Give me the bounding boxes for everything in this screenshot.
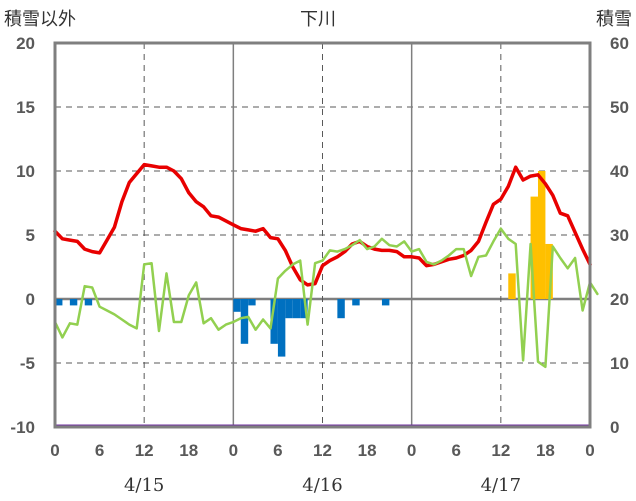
right-axis-title: 積雪 — [596, 9, 632, 30]
x-axis-ticks: 0 6 12 18 0 6 12 18 0 6 12 18 0 — [50, 441, 594, 460]
snow-decrease-bar — [277, 299, 286, 357]
x-tick-label: 6 — [452, 441, 461, 460]
left-tick-label: 0 — [26, 290, 35, 309]
x-tick-label: 18 — [179, 441, 198, 460]
x-tick-label: 0 — [50, 441, 59, 460]
plot-border — [53, 41, 592, 429]
snow-decrease-bar — [352, 299, 360, 306]
x-tick-label: 0 — [229, 441, 238, 460]
snow-decrease-bar — [337, 299, 345, 319]
chart-title: 下川 — [300, 9, 336, 30]
right-tick-label: 20 — [610, 290, 629, 309]
date-labels: 4/15 4/16 4/17 — [124, 475, 521, 496]
left-tick-label: 5 — [26, 226, 35, 245]
x-tick-label: 0 — [585, 441, 594, 460]
left-tick-label: 10 — [16, 162, 35, 181]
series-lines — [53, 162, 599, 428]
right-axis-ticks: 60 50 40 30 20 10 0 — [610, 34, 629, 437]
temperature-line — [53, 162, 592, 287]
date-label: 4/15 — [124, 475, 164, 496]
snow-increase-bar — [508, 273, 516, 299]
plot-frame — [53, 41, 592, 429]
x-tick-label: 6 — [95, 441, 104, 460]
x-tick-label: 18 — [536, 441, 555, 460]
snow-decrease-bar — [84, 299, 93, 306]
right-tick-label: 10 — [610, 354, 629, 373]
left-tick-label: -5 — [20, 354, 35, 373]
x-tick-label: 18 — [358, 441, 377, 460]
left-axis-ticks: 20 15 10 5 0 -5 -10 — [10, 34, 35, 437]
x-tick-label: 12 — [135, 441, 154, 460]
snow-increase-bar — [537, 171, 546, 299]
snow-decrease-bar — [292, 299, 301, 319]
x-tick-label: 12 — [313, 441, 332, 460]
gridlines — [55, 43, 590, 427]
x-tick-label: 6 — [273, 441, 282, 460]
date-label: 4/17 — [481, 475, 521, 496]
left-tick-label: 15 — [16, 98, 35, 117]
right-tick-label: 30 — [610, 226, 629, 245]
snow-decrease-bar — [55, 299, 63, 306]
wind-line — [53, 227, 599, 369]
date-label: 4/16 — [302, 475, 342, 496]
right-tick-label: 50 — [610, 98, 629, 117]
snow-decrease-bar — [381, 299, 390, 306]
snow-decrease-bar — [270, 299, 278, 344]
left-tick-label: 20 — [16, 34, 35, 53]
snow-decrease-bar — [240, 299, 249, 344]
snow-decrease-bar — [248, 299, 256, 306]
right-tick-label: 40 — [610, 162, 629, 181]
snow-change-bars — [55, 171, 553, 357]
snow-increase-bar — [530, 196, 538, 299]
left-axis-title: 積雪以外 — [4, 9, 76, 30]
snow-decrease-bar — [285, 299, 293, 319]
snow-decrease-bar — [300, 299, 308, 319]
snow-decrease-bar — [69, 299, 78, 306]
right-tick-label: 60 — [610, 34, 629, 53]
x-tick-label: 12 — [491, 441, 510, 460]
snow-decrease-bar — [233, 299, 241, 312]
left-tick-label: -10 — [10, 418, 35, 437]
snow-increase-bar — [545, 243, 553, 299]
right-tick-label: 0 — [610, 418, 619, 437]
x-tick-label: 0 — [407, 441, 416, 460]
